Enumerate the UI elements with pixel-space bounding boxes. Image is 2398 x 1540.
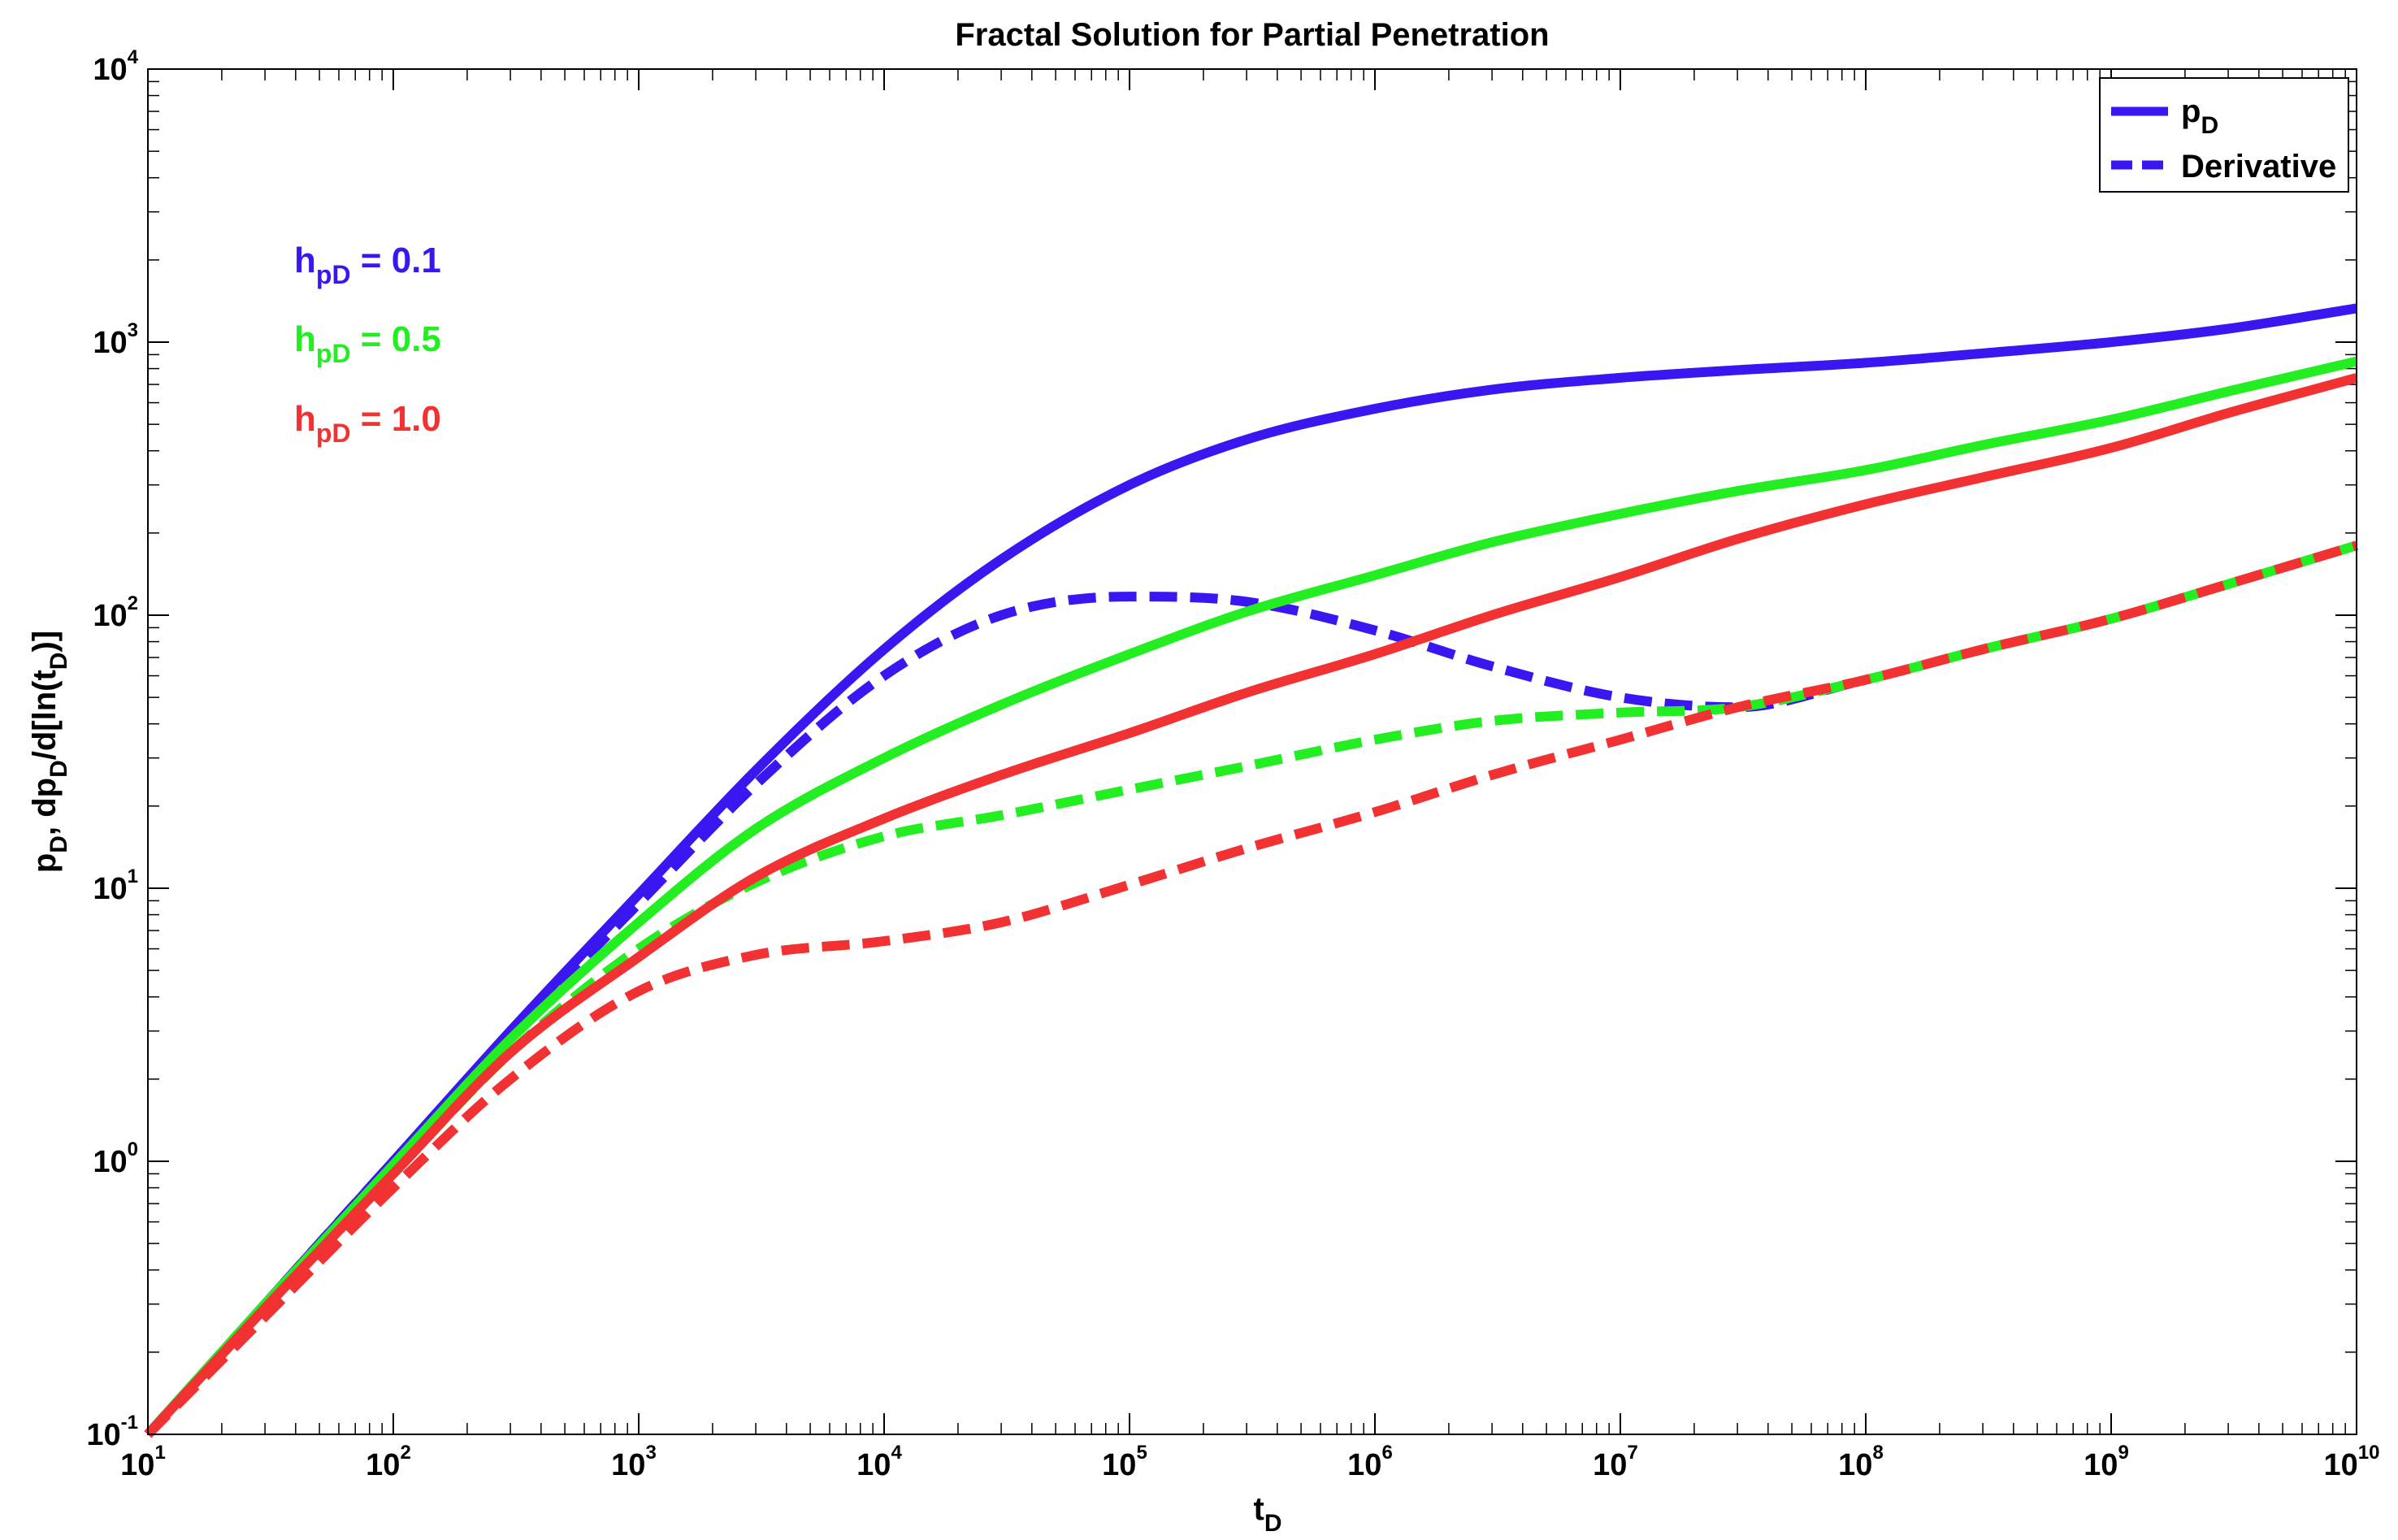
legend-label-pd: pD — [2181, 93, 2218, 139]
legend-box — [2099, 77, 2349, 193]
legend-label-derivative: Derivative — [2181, 149, 2336, 184]
x-tick-label: 106 — [1347, 1442, 1393, 1482]
series-layer — [144, 303, 2358, 1438]
x-tick-label: 104 — [856, 1442, 902, 1482]
annotation-hpd-1-0: hpD = 1.0 — [294, 399, 441, 448]
y-tick-label: 102 — [93, 592, 138, 633]
annotation-hpd-0-5: hpD = 0.5 — [294, 319, 441, 368]
x-tick-label: 102 — [366, 1442, 411, 1482]
x-tick-label: 101 — [120, 1442, 166, 1482]
plot-frame — [147, 68, 2357, 1435]
series-line-pd-10 — [144, 373, 2358, 1438]
tick-labels: 101 102 103 104 105 106 107 108 109 1010 10-1 100 10… — [86, 46, 2379, 1482]
x-tick-label: 103 — [611, 1442, 657, 1482]
legend: pD Derivative — [2099, 77, 2349, 193]
y-tick-label: 10-1 — [86, 1412, 138, 1452]
y-tick-label: 104 — [93, 46, 138, 87]
annotation-hpd-0-1: hpD = 0.1 — [294, 241, 441, 289]
x-tick-label: 105 — [1102, 1442, 1147, 1482]
x-axis-title: tD — [1254, 1491, 1282, 1537]
x-tick-label: 1010 — [2324, 1442, 2380, 1482]
x-tick-label: 107 — [1593, 1442, 1638, 1482]
series-line-pd-05 — [144, 356, 2358, 1438]
y-tick-label: 100 — [93, 1139, 138, 1179]
y-tick-label: 103 — [93, 319, 138, 360]
x-tick-label: 109 — [2084, 1442, 2129, 1482]
chart-title: Fractal Solution for Partial Penetration — [955, 17, 1549, 53]
series-annotations: hpD = 0.1 hpD = 0.5 hpD = 1.0 — [294, 241, 441, 448]
series-line-derivative-10 — [144, 540, 2358, 1438]
y-axis-title: pD, dpD/d[ln(tD)] — [27, 631, 72, 873]
x-tick-label: 108 — [1838, 1442, 1884, 1482]
y-tick-label: 101 — [93, 865, 138, 906]
